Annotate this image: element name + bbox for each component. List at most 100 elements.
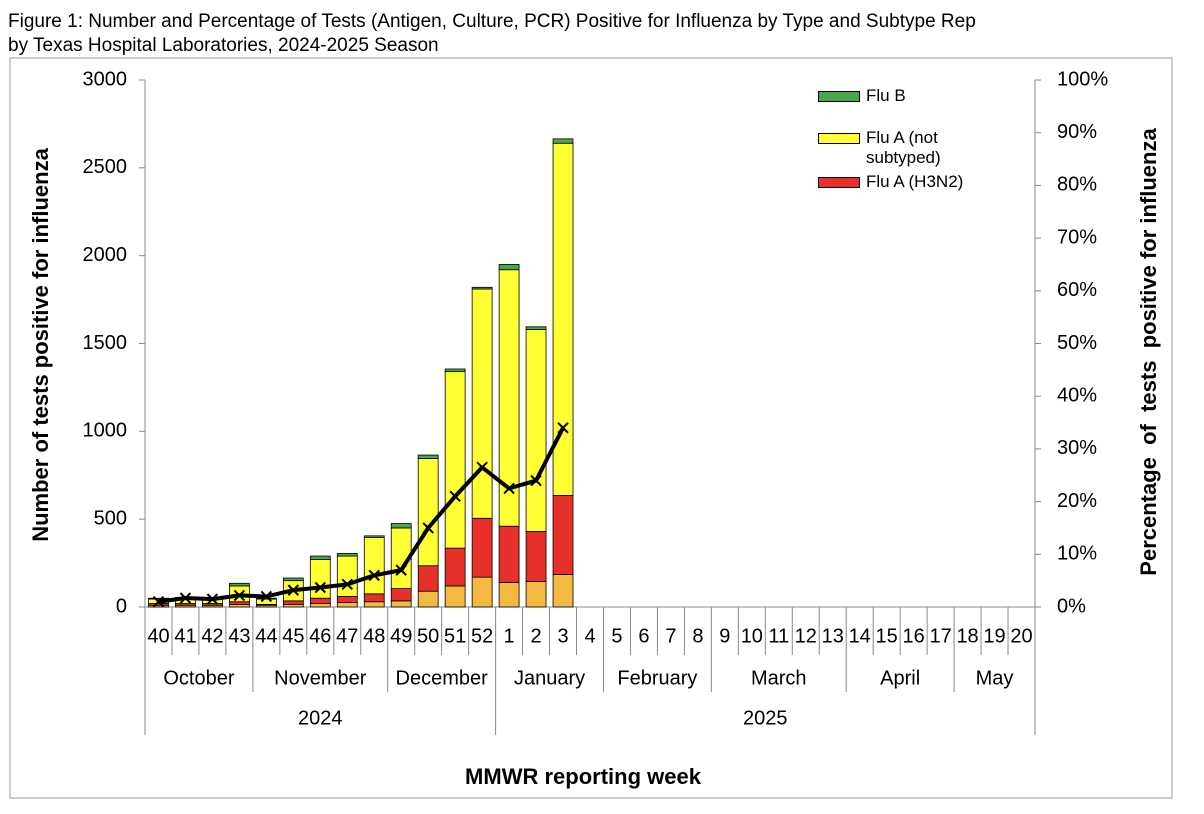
- x-tick-label: 1: [504, 625, 515, 647]
- bar-segment: [309, 603, 331, 608]
- x-tick-label: 10: [741, 625, 763, 647]
- bar-segment: [525, 531, 547, 582]
- line-marker: [368, 569, 380, 582]
- bar-segment: [336, 555, 358, 597]
- y2-tick-label: 100%: [1057, 68, 1108, 90]
- bar-segment: [363, 535, 385, 539]
- y-tick-label: 1000: [83, 420, 128, 442]
- year-label: 2025: [743, 707, 788, 729]
- legend-item: Flu B: [818, 86, 1018, 106]
- x-tick-label: 45: [282, 625, 304, 647]
- x-tick-label: 18: [956, 625, 978, 647]
- bar-segment: [525, 326, 547, 330]
- legend-label: Flu A (not subtyped): [866, 128, 941, 167]
- y-tick-label: 2000: [83, 244, 128, 266]
- line-marker: [260, 590, 273, 603]
- x-tick-label: 43: [228, 625, 250, 647]
- bar-segment: [363, 593, 385, 603]
- line-marker: [530, 474, 542, 487]
- y2-tick-label: 0%: [1057, 595, 1086, 617]
- bar-segment: [471, 286, 493, 290]
- bar-segment: [390, 588, 412, 602]
- y2-axis-title: Percentage of tests positive for influen…: [1136, 128, 1161, 576]
- month-label: April: [880, 667, 920, 689]
- bar-segment: [444, 547, 466, 587]
- x-tick-label: 17: [929, 625, 951, 647]
- line-marker: [233, 589, 246, 602]
- month-label: November: [274, 667, 367, 689]
- bar-segment: [417, 565, 439, 592]
- line: [158, 426, 565, 604]
- bar-segment: [552, 495, 574, 575]
- bar-segment: [229, 582, 250, 587]
- x-tick-label: 12: [795, 625, 817, 647]
- x-tick-label: 52: [471, 625, 493, 647]
- x-tick-label: 13: [822, 625, 844, 647]
- bar-segment: [336, 596, 358, 604]
- bar-segment: [282, 600, 304, 605]
- x-tick-label: 6: [638, 625, 649, 647]
- x-axis-title: MMWR reporting week: [465, 764, 702, 789]
- x-tick-label: 3: [557, 625, 568, 647]
- bar-segment: [417, 590, 439, 608]
- y2-tick-label: 60%: [1057, 279, 1097, 301]
- x-tick-label: 7: [665, 625, 676, 647]
- x-tick-label: 19: [983, 625, 1005, 647]
- x-tick-label: 20: [1010, 625, 1032, 647]
- bar-segment: [390, 600, 412, 608]
- month-label: December: [396, 667, 489, 689]
- x-tick-label: 16: [903, 625, 925, 647]
- bar-segment: [444, 585, 466, 608]
- bar-segment: [336, 602, 358, 608]
- bar-segment: [255, 598, 277, 605]
- bar-segment: [282, 577, 304, 582]
- bar-segment: [363, 537, 385, 595]
- y2-tick-label: 10%: [1057, 543, 1097, 565]
- x-tick-label: 48: [363, 625, 385, 647]
- y-tick-label: 0: [116, 595, 127, 617]
- line-marker: [395, 564, 407, 576]
- bar-segment: [309, 559, 331, 599]
- x-tick-label: 11: [768, 625, 789, 647]
- month-label: May: [976, 667, 1014, 689]
- legend-label: Flu B: [866, 86, 906, 105]
- x-tick-label: 44: [255, 625, 277, 647]
- x-tick-label: 15: [876, 625, 898, 647]
- y-tick-label: 2500: [83, 156, 128, 178]
- bar-segment: [417, 454, 439, 459]
- bar-segment: [498, 582, 520, 608]
- y2-tick-label: 30%: [1057, 437, 1097, 459]
- x-tick-label: 49: [390, 625, 412, 647]
- bar-segment: [525, 581, 547, 608]
- bar-segment: [471, 288, 493, 519]
- y-tick-label: 500: [94, 507, 127, 529]
- line-marker: [449, 490, 461, 503]
- bar-segment: [552, 574, 574, 608]
- month-label: January: [514, 667, 585, 689]
- y-axis-title: Number of tests positive for influenza: [28, 147, 53, 541]
- month-label: March: [751, 667, 807, 689]
- bar-segment: [498, 525, 520, 583]
- bar-segment: [552, 138, 574, 144]
- x-tick-label: 14: [849, 625, 871, 647]
- y2-tick-label: 40%: [1057, 384, 1097, 406]
- bar-segment: [363, 601, 385, 608]
- x-tick-label: 2: [530, 625, 541, 647]
- x-tick-label: 41: [174, 625, 196, 647]
- x-tick-label: 5: [611, 625, 622, 647]
- line-marker: [557, 422, 569, 434]
- month-label: February: [617, 667, 697, 689]
- y-tick-label: 3000: [83, 68, 128, 90]
- legend-swatch: [818, 91, 860, 102]
- legend-item: Flu A (H3N2): [818, 172, 1018, 192]
- line-marker: [179, 592, 192, 604]
- year-label: 2024: [298, 707, 343, 729]
- line-marker: [422, 522, 434, 534]
- chart-title: Figure 1: Number and Percentage of Tests…: [8, 11, 976, 32]
- chart-title: by Texas Hospital Laboratories, 2024-202…: [8, 35, 439, 56]
- y2-tick-label: 80%: [1057, 174, 1097, 196]
- bar-segment: [498, 264, 520, 271]
- line-marker: [503, 482, 515, 495]
